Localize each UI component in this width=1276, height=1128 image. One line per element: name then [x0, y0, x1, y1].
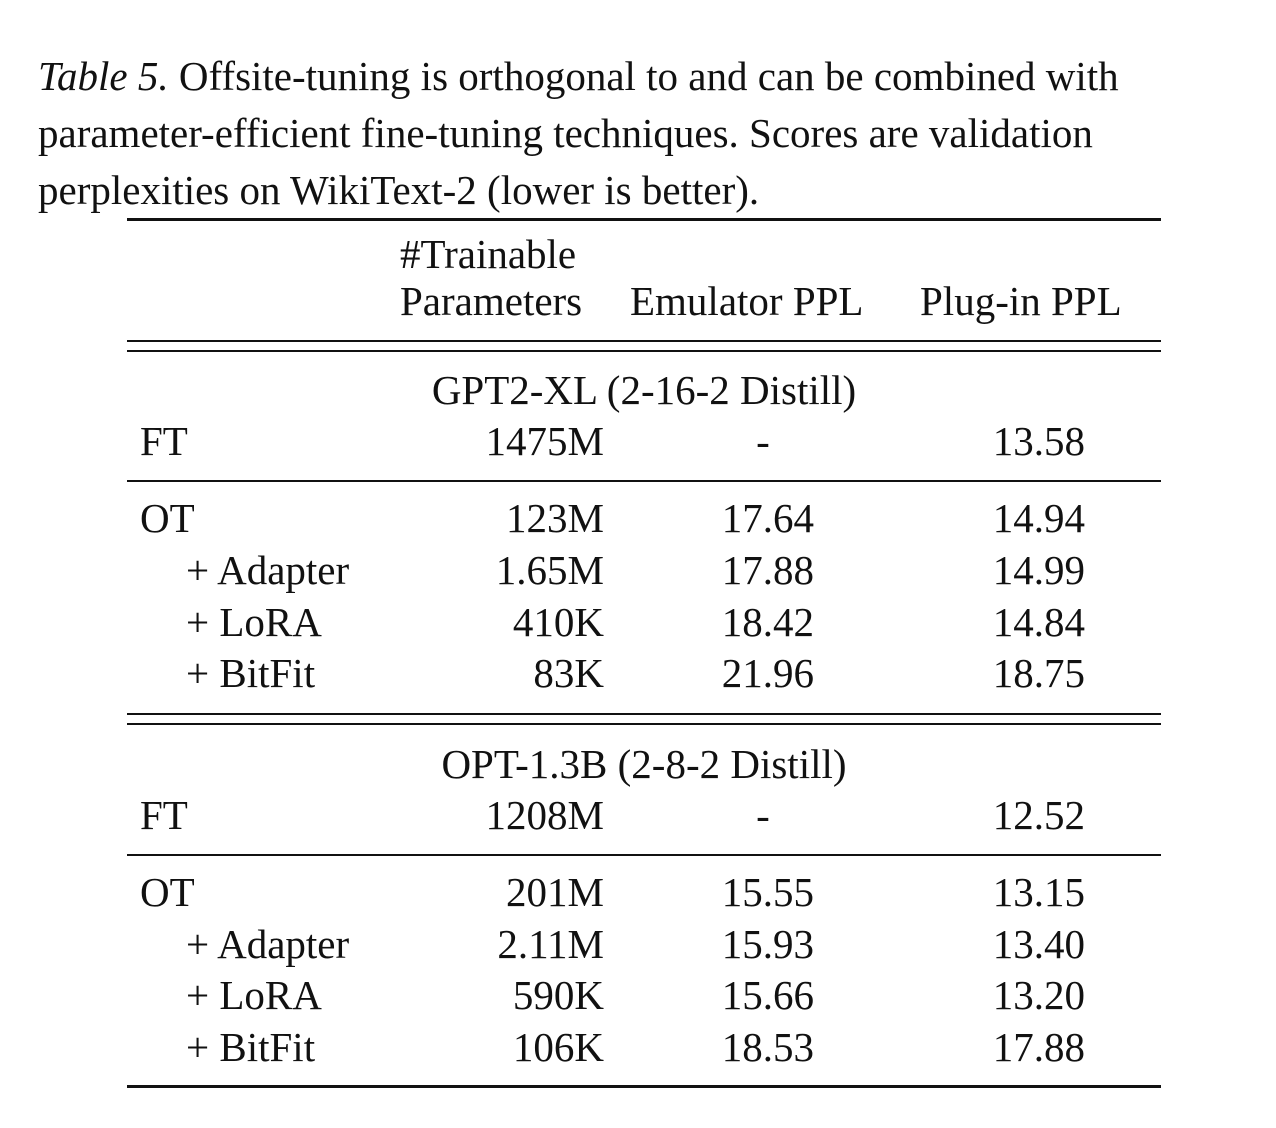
- method-cell: + LoRA: [186, 972, 322, 1018]
- method-cell: OT: [140, 495, 195, 541]
- section-double-rule-top: [127, 713, 1161, 715]
- params-cell: 201M: [506, 869, 604, 915]
- bottom-rule: [127, 1085, 1161, 1088]
- emulator-cell: 18.53: [721, 1024, 814, 1070]
- method-cell: OT: [140, 869, 195, 915]
- plugin-cell: 12.52: [992, 792, 1085, 838]
- method-cell: + Adapter: [186, 547, 350, 593]
- emulator-cell: 15.93: [721, 921, 814, 967]
- emulator-cell: 17.64: [721, 495, 814, 541]
- method-cell: + LoRA: [186, 599, 322, 645]
- params-cell: 1475M: [485, 418, 604, 464]
- emulator-cell: 15.66: [721, 972, 814, 1018]
- plugin-cell: 17.88: [992, 1024, 1085, 1070]
- header-emulator-ppl: Emulator PPL: [630, 278, 864, 324]
- method-cell: + BitFit: [186, 650, 316, 696]
- params-cell: 123M: [506, 495, 604, 541]
- params-cell: 2.11M: [497, 921, 604, 967]
- header-params-line2: Parameters: [400, 278, 583, 324]
- caption-label: Table 5.: [38, 53, 169, 99]
- params-cell: 1.65M: [495, 547, 604, 593]
- emulator-cell: -: [756, 418, 770, 464]
- header-double-rule-bottom: [127, 350, 1161, 352]
- emulator-cell: 17.88: [721, 547, 814, 593]
- params-cell: 590K: [512, 972, 604, 1018]
- method-cell: + Adapter: [186, 921, 350, 967]
- section-double-rule-bottom: [127, 723, 1161, 725]
- plugin-cell: 18.75: [992, 650, 1085, 696]
- emulator-cell: -: [756, 792, 770, 838]
- header-double-rule-top: [127, 340, 1161, 342]
- plugin-cell: 13.15: [992, 869, 1085, 915]
- plugin-cell: 14.84: [992, 599, 1085, 645]
- emulator-cell: 21.96: [721, 650, 814, 696]
- header-plugin-ppl: Plug-in PPL: [920, 278, 1122, 324]
- top-rule: [127, 218, 1161, 221]
- params-cell: 1208M: [485, 792, 604, 838]
- params-cell: 106K: [512, 1024, 604, 1070]
- section-title: OPT-1.3B (2-8-2 Distill): [441, 741, 847, 787]
- plugin-cell: 14.94: [992, 495, 1085, 541]
- caption-text: Offsite-tuning is orthogonal to and can …: [38, 53, 1119, 213]
- plugin-cell: 13.58: [992, 418, 1085, 464]
- params-cell: 410K: [512, 599, 604, 645]
- plugin-cell: 13.40: [992, 921, 1085, 967]
- method-cell: FT: [140, 792, 188, 838]
- emulator-cell: 18.42: [721, 599, 814, 645]
- section-title: GPT2-XL (2-16-2 Distill): [431, 367, 857, 413]
- emulator-cell: 15.55: [721, 869, 814, 915]
- section-divider: [127, 480, 1161, 482]
- plugin-cell: 13.20: [992, 972, 1085, 1018]
- section-divider: [127, 854, 1161, 856]
- table-caption: Table 5. Offsite-tuning is orthogonal to…: [38, 48, 1253, 219]
- method-cell: FT: [140, 418, 188, 464]
- params-cell: 83K: [533, 650, 604, 696]
- method-cell: + BitFit: [186, 1024, 316, 1070]
- header-params-line1: #Trainable: [400, 231, 577, 277]
- plugin-cell: 14.99: [992, 547, 1085, 593]
